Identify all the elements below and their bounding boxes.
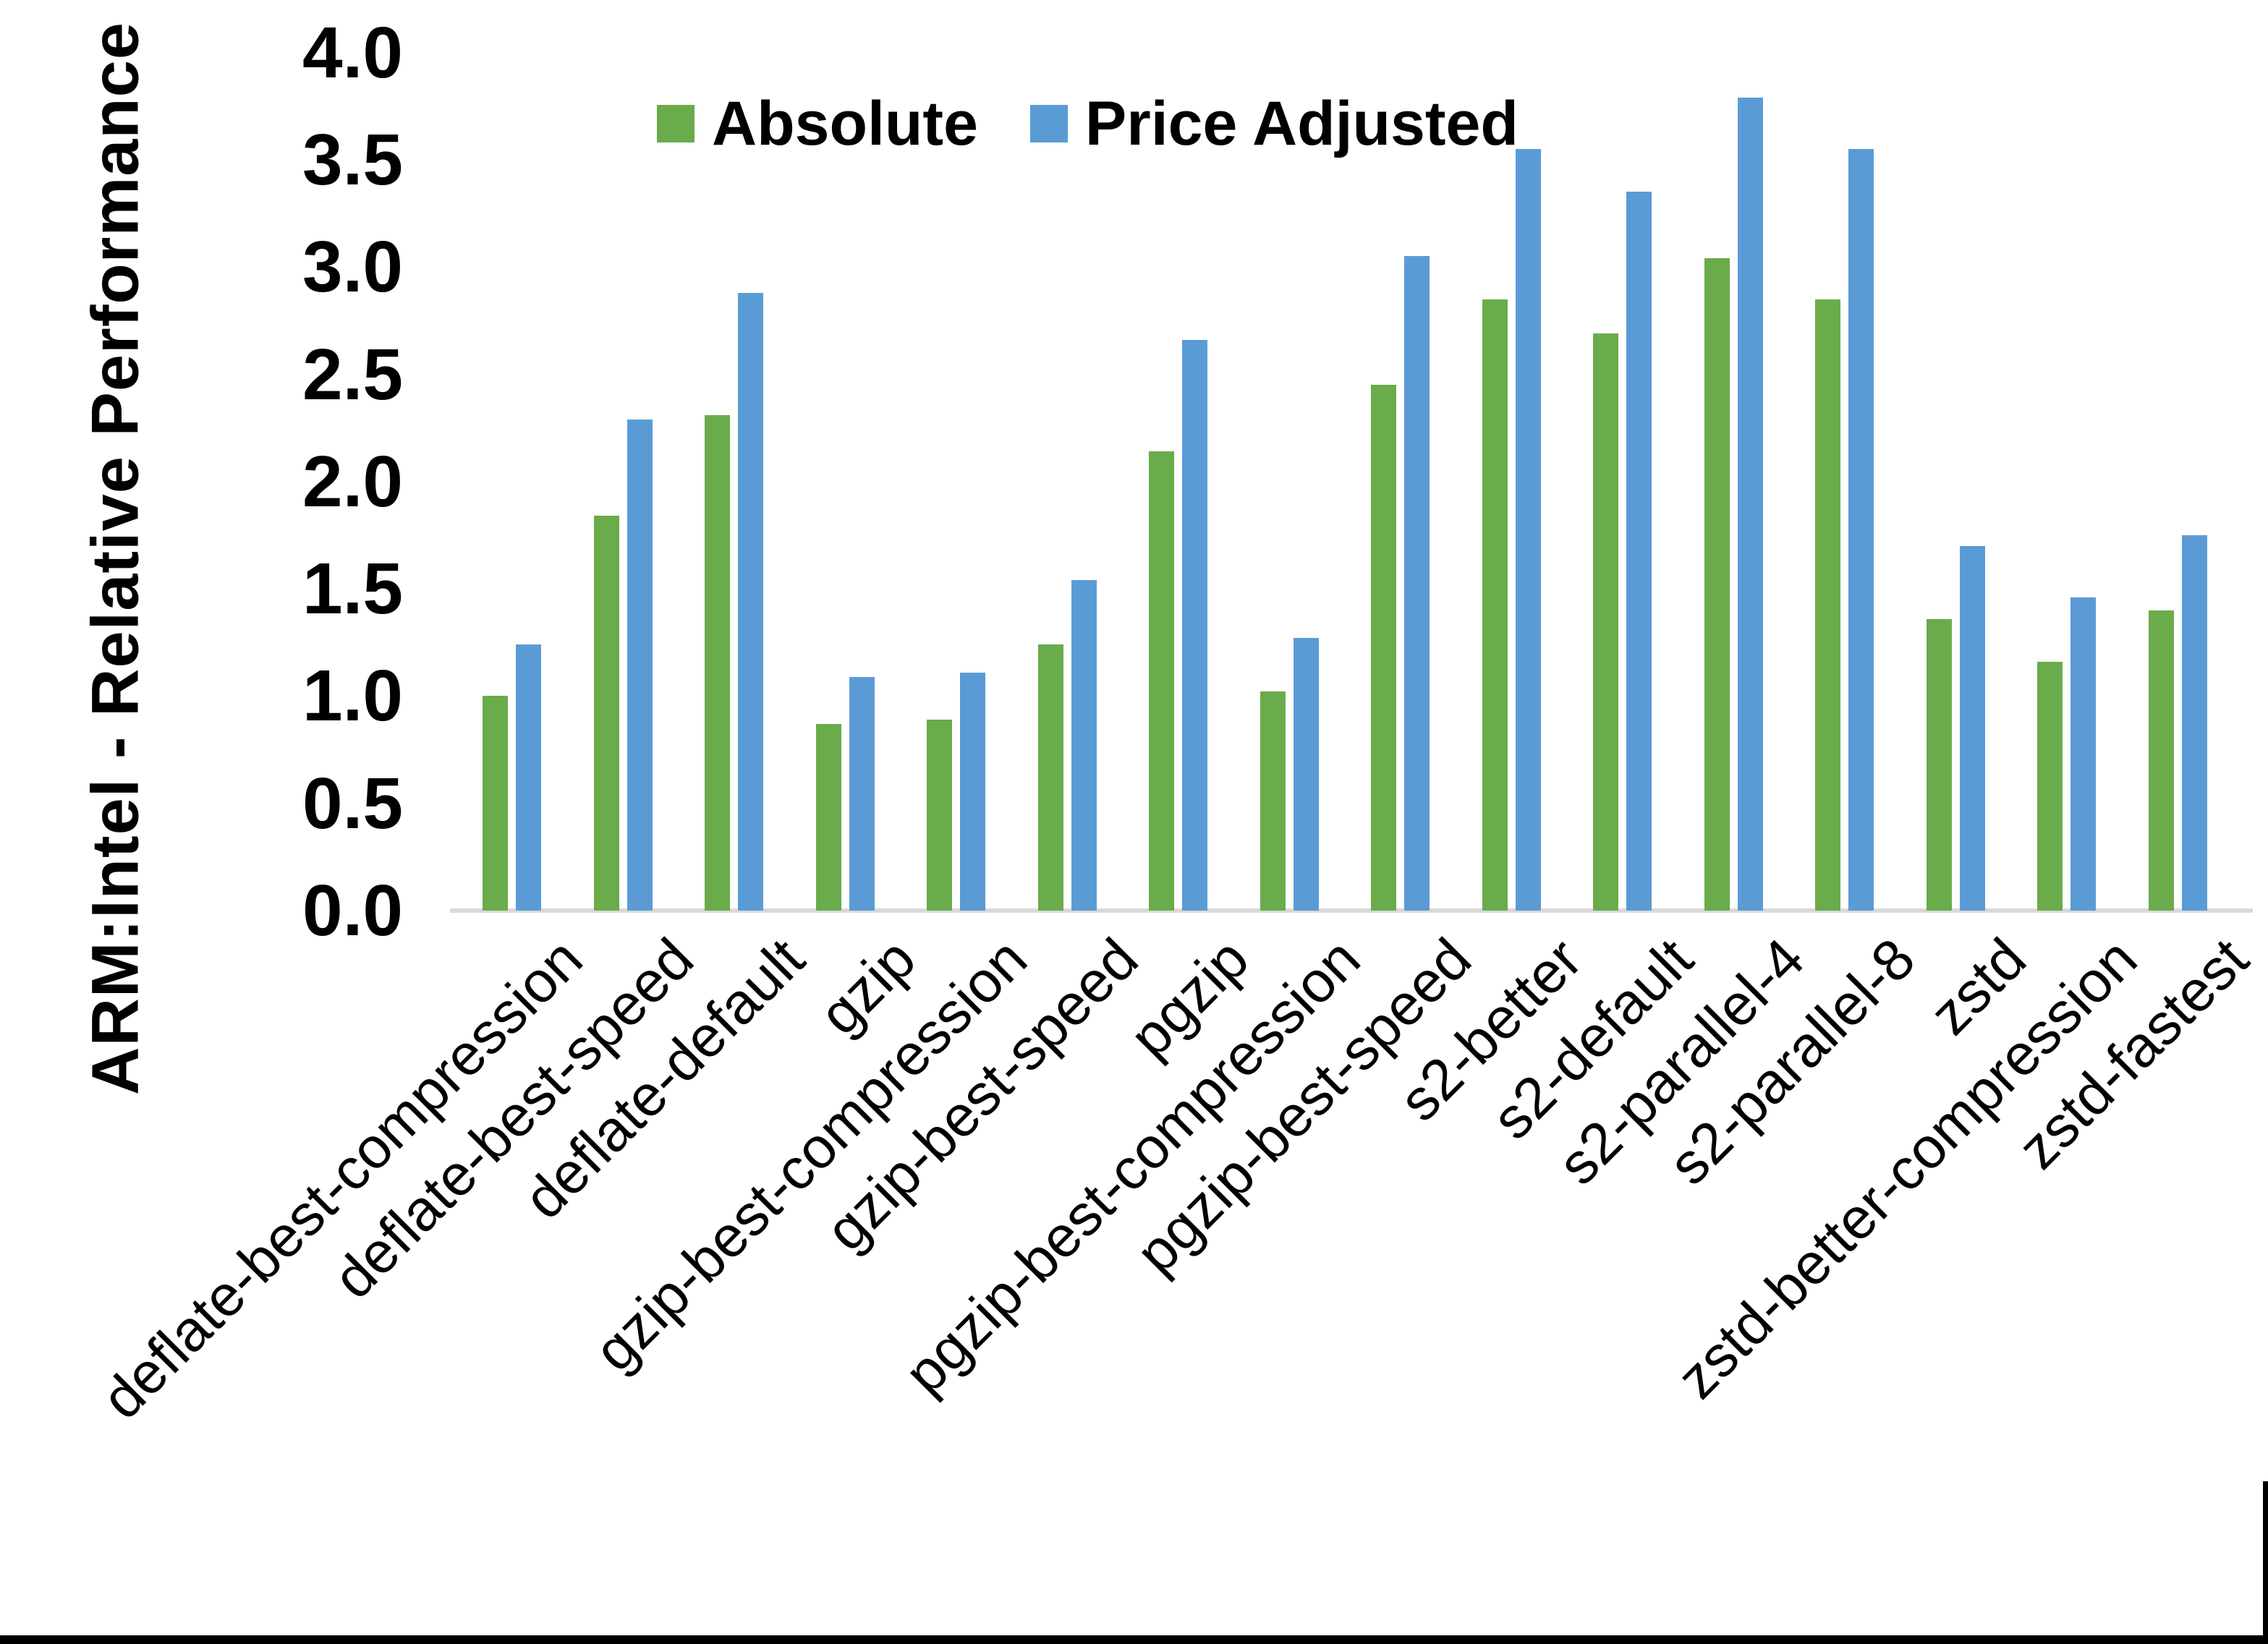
bar-absolute-deflate-best-speed bbox=[593, 516, 619, 911]
y-tick-label-3.5: 3.5 bbox=[302, 119, 403, 200]
legend-swatch-absolute-icon bbox=[657, 105, 695, 142]
bar-price-adjusted-s2-better bbox=[1515, 149, 1541, 911]
bar-price-adjusted-s2-parallel-8 bbox=[1848, 149, 1874, 911]
bar-absolute-pgzip-best-speed bbox=[1371, 385, 1396, 911]
bar-price-adjusted-pgzip bbox=[1182, 340, 1207, 911]
y-tick-label-0.0: 0.0 bbox=[302, 870, 403, 951]
bar-absolute-zstd-better-compression bbox=[2037, 661, 2063, 911]
legend-label-price-adjusted: Price Adjusted bbox=[1084, 89, 1519, 158]
bar-price-adjusted-gzip-best-compression bbox=[960, 672, 985, 911]
bar-price-adjusted-s2-parallel-4 bbox=[1737, 97, 1763, 911]
x-axis-line bbox=[450, 908, 2253, 913]
bar-price-adjusted-gzip bbox=[849, 676, 875, 911]
y-tick-label-1.5: 1.5 bbox=[302, 548, 403, 630]
y-tick-label-4.0: 4.0 bbox=[302, 12, 403, 93]
bar-absolute-s2-default bbox=[1593, 333, 1618, 911]
bar-absolute-gzip-best-speed bbox=[1037, 644, 1063, 911]
y-tick-label-3.0: 3.0 bbox=[302, 226, 403, 308]
screenshot-right-border bbox=[2263, 1481, 2268, 1644]
bar-absolute-pgzip-best-compression bbox=[1260, 691, 1286, 911]
bar-price-adjusted-deflate-default bbox=[738, 292, 763, 911]
y-tick-label-0.5: 0.5 bbox=[302, 762, 403, 844]
bar-price-adjusted-pgzip-best-speed bbox=[1404, 256, 1430, 911]
legend-item-absolute: Absolute bbox=[657, 93, 978, 155]
bar-absolute-zstd-fastest bbox=[2148, 610, 2174, 911]
bar-absolute-deflate-default bbox=[705, 414, 730, 911]
bar-price-adjusted-zstd-better-compression bbox=[2070, 597, 2096, 911]
y-tick-label-1.0: 1.0 bbox=[302, 655, 403, 737]
legend-label-absolute: Absolute bbox=[712, 89, 978, 158]
bar-absolute-deflate-best-compression bbox=[483, 696, 508, 911]
bar-price-adjusted-zstd-fastest bbox=[2181, 534, 2207, 911]
legend-item-price-adjusted: Price Adjusted bbox=[1029, 89, 1519, 158]
bar-price-adjusted-deflate-best-speed bbox=[627, 419, 653, 911]
y-tick-label-2.0: 2.0 bbox=[302, 440, 403, 522]
bar-absolute-s2-parallel-8 bbox=[1815, 299, 1840, 911]
bar-price-adjusted-pgzip-best-compression bbox=[1293, 638, 1319, 911]
screenshot-bottom-border bbox=[0, 1635, 2268, 1644]
bar-price-adjusted-zstd bbox=[1959, 545, 1985, 911]
bar-absolute-s2-parallel-4 bbox=[1704, 258, 1730, 911]
y-tick-label-2.5: 2.5 bbox=[302, 333, 403, 415]
bar-price-adjusted-deflate-best-compression bbox=[516, 644, 541, 911]
bar-absolute-gzip-best-compression bbox=[927, 720, 952, 911]
bar-absolute-s2-better bbox=[1482, 299, 1508, 911]
bar-absolute-gzip bbox=[815, 723, 841, 911]
bar-absolute-zstd bbox=[1926, 618, 1952, 911]
bar-price-adjusted-s2-default bbox=[1626, 192, 1652, 911]
legend-swatch-price-adjusted-icon bbox=[1029, 105, 1068, 142]
legend: Absolute Price Adjusted bbox=[657, 93, 1519, 155]
bar-price-adjusted-gzip-best-speed bbox=[1071, 580, 1097, 911]
bar-absolute-pgzip bbox=[1149, 451, 1174, 911]
